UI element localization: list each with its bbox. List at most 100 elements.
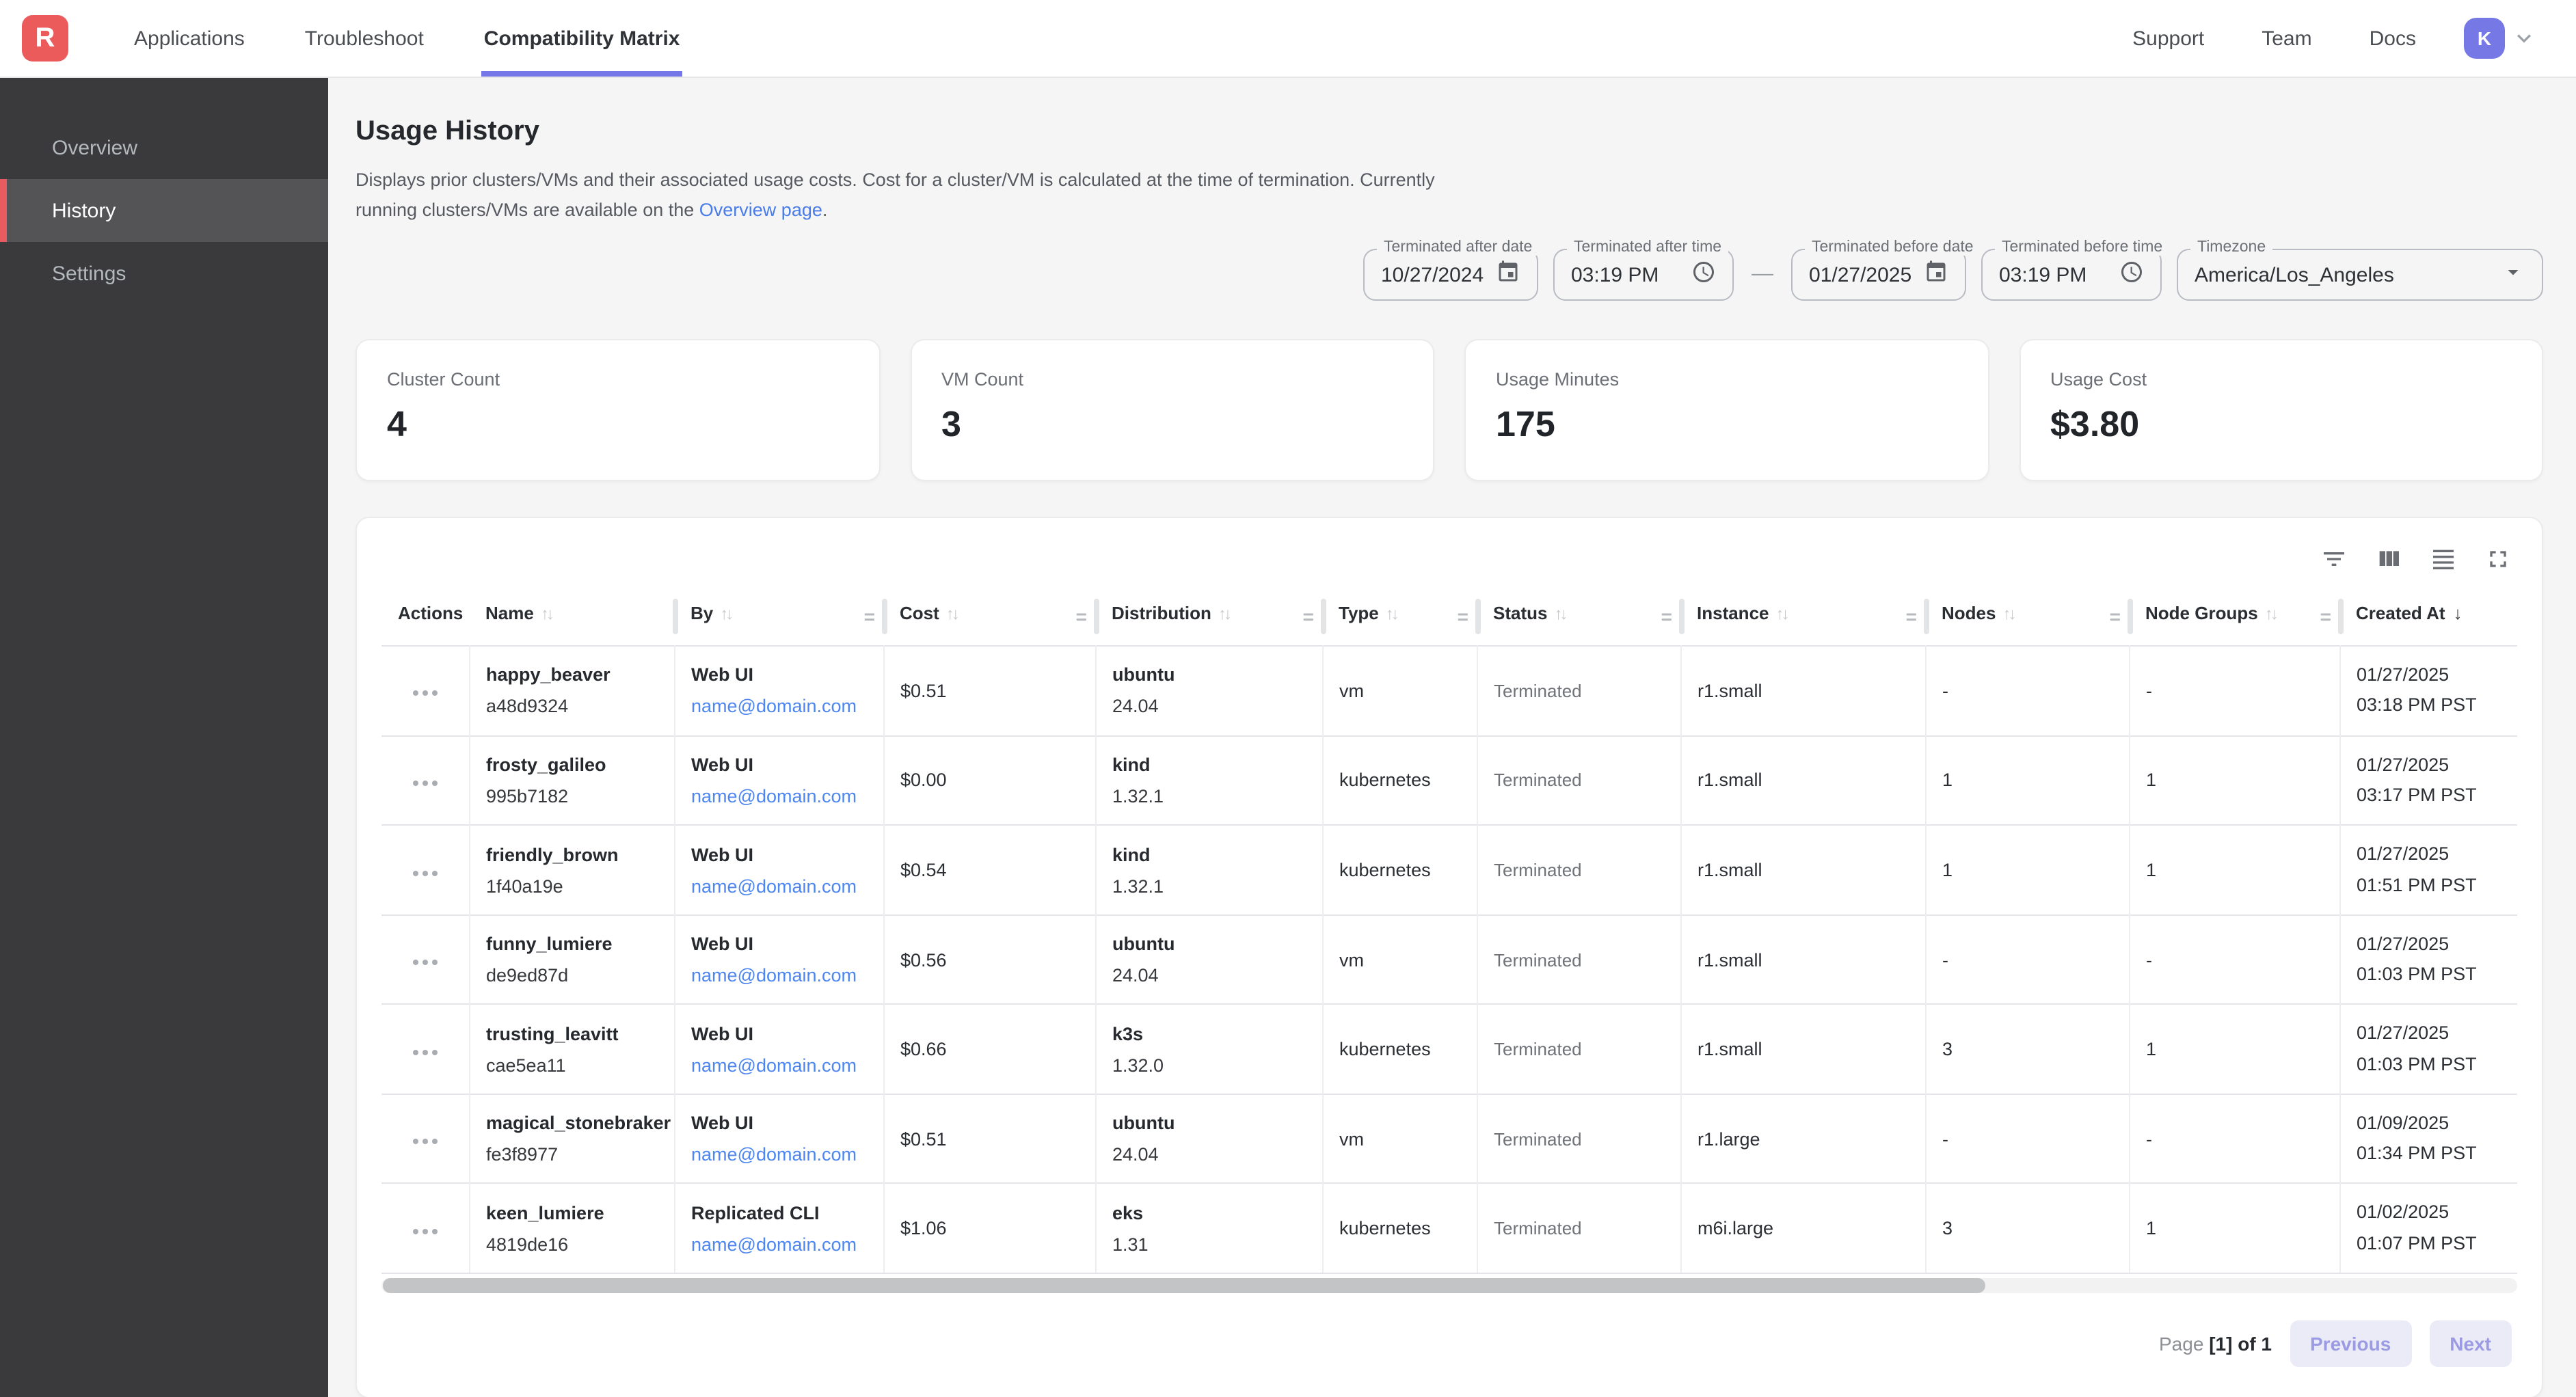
- filter-terminated-after-date[interactable]: Terminated after date 10/27/2024: [1363, 239, 1540, 301]
- column-resize-divider[interactable]: [1679, 598, 1685, 634]
- column-drag-handle-icon[interactable]: =: [1075, 605, 1087, 627]
- horizontal-scrollbar-thumb[interactable]: [383, 1277, 1985, 1293]
- cell-name: trusting_leavitt cae5ea11: [469, 1003, 675, 1094]
- sort-icon[interactable]: ↑↓: [2002, 604, 2016, 624]
- column-header-instance[interactable]: Instance ↑↓ =: [1680, 586, 1929, 646]
- column-header-name[interactable]: Name ↑↓: [469, 586, 678, 646]
- column-drag-handle-icon[interactable]: =: [2320, 605, 2331, 627]
- filter-terminated-before-time[interactable]: Terminated before time 03:19 PM: [1981, 239, 2170, 301]
- filter-value[interactable]: America/Los_Angeles: [2195, 263, 2394, 287]
- stat-cards: Cluster Count 4 VM Count 3 Usage Minutes 175 U…: [355, 339, 2543, 482]
- filter-value[interactable]: 03:19 PM: [1999, 263, 2087, 287]
- by-email-link[interactable]: name@domain.com: [691, 876, 857, 897]
- created-time: 03:18 PM PST: [2357, 694, 2477, 716]
- column-header-status[interactable]: Status ↑↓ =: [1477, 586, 1685, 646]
- column-resize-divider[interactable]: [1475, 598, 1481, 634]
- filter-icon[interactable]: [2320, 545, 2348, 573]
- filter-value[interactable]: 03:19 PM: [1571, 263, 1659, 287]
- column-header-actions: Actions: [381, 586, 469, 646]
- column-header-node-groups[interactable]: Node Groups ↑↓ =: [2129, 586, 2344, 646]
- column-header-nodes[interactable]: Nodes ↑↓ =: [1925, 586, 2133, 646]
- filter-terminated-before-date[interactable]: Terminated before date 01/27/2025: [1791, 239, 1981, 301]
- sort-icon[interactable]: ↑↓: [1385, 604, 1399, 624]
- calendar-icon[interactable]: [1924, 259, 1948, 290]
- dropdown-arrow-icon[interactable]: [2501, 259, 2525, 290]
- sort-desc-icon[interactable]: ↓: [2453, 603, 2463, 624]
- row-actions-button[interactable]: [407, 686, 443, 702]
- sort-icon[interactable]: ↑↓: [1218, 604, 1232, 624]
- column-header-distribution[interactable]: Distribution ↑↓ =: [1095, 586, 1326, 646]
- fullscreen-icon[interactable]: [2484, 545, 2512, 573]
- column-header-created-at[interactable]: Created At ↓: [2339, 586, 2517, 646]
- column-resize-divider[interactable]: [882, 598, 887, 634]
- column-drag-handle-icon[interactable]: =: [1661, 605, 1672, 627]
- by-email-link[interactable]: name@domain.com: [691, 1055, 857, 1076]
- column-resize-divider[interactable]: [673, 598, 678, 634]
- link-docs[interactable]: Docs: [2369, 27, 2416, 50]
- sidebar-item-settings[interactable]: Settings: [52, 262, 126, 285]
- filter-value[interactable]: 01/27/2025: [1809, 263, 1912, 287]
- row-actions-button[interactable]: [407, 1044, 443, 1060]
- column-resize-divider[interactable]: [2338, 598, 2344, 634]
- by-email-link[interactable]: name@domain.com: [691, 785, 857, 806]
- row-actions-button[interactable]: [407, 1223, 443, 1239]
- sort-icon[interactable]: ↑↓: [1554, 604, 1568, 624]
- row-actions-button[interactable]: [407, 954, 443, 971]
- column-drag-handle-icon[interactable]: =: [2109, 605, 2121, 627]
- filter-terminated-after-time[interactable]: Terminated after time 03:19 PM: [1553, 239, 1734, 301]
- link-support[interactable]: Support: [2132, 27, 2205, 50]
- logo-link[interactable]: R: [22, 0, 68, 77]
- column-header-type[interactable]: Type ↑↓ =: [1322, 586, 1481, 646]
- cell-node-groups: -: [2129, 914, 2340, 1005]
- sort-icon[interactable]: ↑↓: [720, 604, 734, 624]
- clock-icon[interactable]: [1691, 259, 1716, 290]
- sidebar-item-overview[interactable]: Overview: [52, 136, 138, 159]
- sort-icon[interactable]: ↑↓: [2264, 604, 2279, 624]
- column-resize-divider[interactable]: [2128, 598, 2133, 634]
- column-header-by[interactable]: By ↑↓ =: [674, 586, 887, 646]
- avatar[interactable]: K: [2464, 18, 2505, 59]
- filter-timezone[interactable]: Timezone America/Los_Angeles: [2177, 239, 2543, 301]
- filter-value[interactable]: 10/27/2024: [1381, 263, 1484, 287]
- row-actions-button[interactable]: [407, 1133, 443, 1150]
- density-icon[interactable]: [2430, 545, 2457, 573]
- columns-icon[interactable]: [2375, 545, 2402, 573]
- link-team[interactable]: Team: [2262, 27, 2312, 50]
- overview-page-link[interactable]: Overview page: [699, 199, 822, 220]
- sort-icon[interactable]: ↑↓: [945, 604, 960, 624]
- row-actions-button[interactable]: [407, 775, 443, 791]
- tab-applications[interactable]: Applications: [134, 27, 245, 50]
- chevron-down-icon[interactable]: [2510, 25, 2538, 52]
- column-resize-divider[interactable]: [1321, 598, 1326, 634]
- top-navigation: R Applications Troubleshoot Compatibility …: [0, 0, 2576, 78]
- by-email-link[interactable]: name@domain.com: [691, 965, 857, 986]
- cell-created-at: 01/27/2025 03:17 PM PST: [2339, 735, 2517, 826]
- sort-icon[interactable]: ↑↓: [540, 604, 554, 624]
- column-resize-divider[interactable]: [1094, 598, 1099, 634]
- filter-label: Terminated before date: [1805, 239, 1981, 256]
- by-email-link[interactable]: name@domain.com: [691, 1144, 857, 1165]
- column-resize-divider[interactable]: [1924, 598, 1929, 634]
- description-text: Displays prior clusters/VMs and their as…: [355, 169, 1435, 220]
- cell-cost: $0.66: [883, 1003, 1096, 1094]
- tab-compatibility-matrix[interactable]: Compatibility Matrix: [481, 0, 683, 77]
- sidebar-item-history[interactable]: History: [0, 179, 328, 242]
- cell-node-groups: 1: [2129, 735, 2340, 826]
- by-email-link[interactable]: name@domain.com: [691, 1234, 857, 1255]
- row-actions-button[interactable]: [407, 865, 443, 881]
- sort-icon[interactable]: ↑↓: [1775, 604, 1790, 624]
- calendar-icon[interactable]: [1496, 259, 1520, 290]
- tab-troubleshoot[interactable]: Troubleshoot: [304, 27, 424, 50]
- next-page-button[interactable]: Next: [2429, 1320, 2512, 1367]
- by-email-link[interactable]: name@domain.com: [691, 696, 857, 717]
- column-header-cost[interactable]: Cost ↑↓ =: [883, 586, 1099, 646]
- horizontal-scrollbar-track[interactable]: [381, 1277, 2517, 1293]
- column-drag-handle-icon[interactable]: =: [1905, 605, 1917, 627]
- cell-name: friendly_brown 1f40a19e: [469, 824, 675, 915]
- clock-icon[interactable]: [2119, 259, 2144, 290]
- column-drag-handle-icon[interactable]: =: [863, 605, 875, 627]
- column-drag-handle-icon[interactable]: =: [1457, 605, 1468, 627]
- account-menu[interactable]: K: [2464, 0, 2538, 77]
- previous-page-button[interactable]: Previous: [2290, 1320, 2412, 1367]
- column-drag-handle-icon[interactable]: =: [1302, 605, 1314, 627]
